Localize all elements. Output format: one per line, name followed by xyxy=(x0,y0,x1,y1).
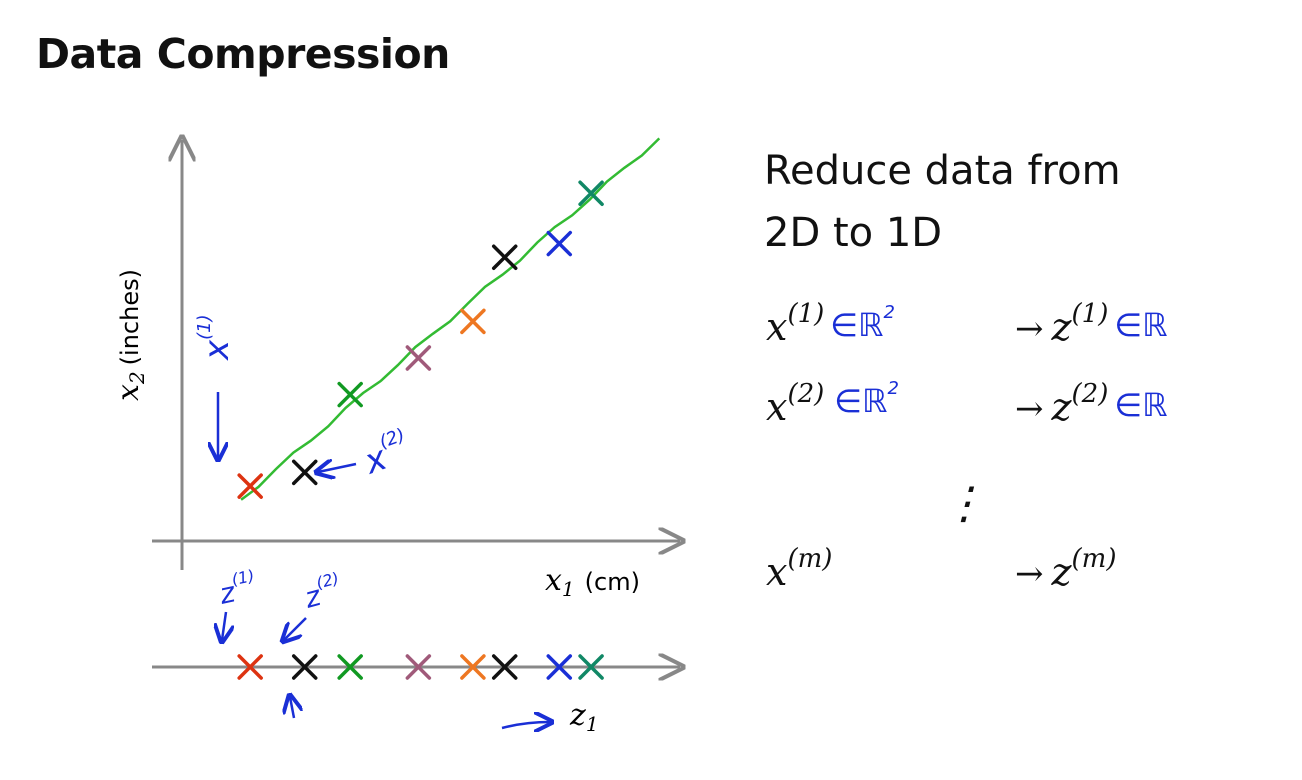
summary-line-2: 2D to 1D xyxy=(764,210,943,256)
annotation-x2: x(2) xyxy=(318,425,416,483)
points-1d xyxy=(237,654,604,680)
svg-text:z(2): z(2) xyxy=(299,568,346,615)
mapping-row-m: x(m) → z(m) xyxy=(766,544,1116,594)
data-point-1d-1 xyxy=(237,654,263,680)
mapping-row-1: x(1) ∈ℝ2 → z(1) ∈ℝ xyxy=(766,299,1168,349)
data-point-1d-8 xyxy=(578,654,604,680)
x-axis-label: x1 (cm) xyxy=(545,563,640,601)
annotation-z1: z(1) xyxy=(215,566,260,640)
svg-text:x2(inches): x2(inches) xyxy=(111,269,149,401)
summary-line-1: Reduce data from xyxy=(764,148,1121,194)
data-point-2d-6 xyxy=(491,244,518,271)
data-point-1d-5 xyxy=(460,654,486,680)
svg-text:→z(m): → z(m) xyxy=(1015,544,1116,594)
svg-text:x(2)∈ℝ2: x(2) ∈ℝ2 xyxy=(766,378,899,429)
z-axis-arrow xyxy=(501,722,550,728)
data-point-1d-6 xyxy=(491,654,518,680)
data-point-2d-3 xyxy=(337,381,363,408)
annotation-x1: x(1) xyxy=(194,314,237,458)
y-axis-label: x2(inches) xyxy=(111,269,149,401)
vertical-ellipsis: ⋮ xyxy=(942,478,986,529)
svg-text:x(2): x(2) xyxy=(357,425,416,483)
annotation-z1-arrow xyxy=(222,611,226,640)
data-point-2d-4 xyxy=(405,345,432,371)
svg-text:z(1): z(1) xyxy=(215,566,260,611)
annotation-z2-arrow xyxy=(284,617,307,640)
annotation-z2: z(2) xyxy=(284,568,346,640)
data-point-2d-8 xyxy=(578,180,604,206)
data-point-2d-7 xyxy=(546,230,573,257)
fit-line xyxy=(240,137,661,501)
svg-text:x(1): x(1) xyxy=(194,314,237,361)
data-point-1d-2 xyxy=(291,654,318,680)
data-point-2d-5 xyxy=(460,308,486,335)
slide-title: Data Compression xyxy=(36,30,450,78)
svg-text:z1: z1 xyxy=(569,698,599,736)
mapping-row-2: x(2) ∈ℝ2 → z(2) ∈ℝ xyxy=(766,378,1168,429)
svg-text:x(m): x(m) xyxy=(766,544,832,594)
data-point-1d-4 xyxy=(405,654,432,680)
svg-text:→z(1)∈ℝ: → z(1) ∈ℝ xyxy=(1015,299,1168,349)
svg-text:→z(2)∈ℝ: → z(2) ∈ℝ xyxy=(1015,379,1168,429)
data-point-2d-2 xyxy=(291,459,318,486)
projection-up-arrow xyxy=(290,697,294,719)
summary-text: Reduce data from 2D to 1D xyxy=(764,140,1284,264)
svg-text:x1(cm): x1 (cm) xyxy=(545,563,640,601)
data-point-1d-3 xyxy=(337,654,363,680)
annotation-x2-arrow xyxy=(318,464,357,472)
data-point-1d-7 xyxy=(546,654,573,680)
data-point-2d-1 xyxy=(237,473,263,499)
svg-text:x(1)∈ℝ2: x(1) ∈ℝ2 xyxy=(766,299,895,349)
z-axis-label: z1 xyxy=(501,698,599,736)
points-2d xyxy=(237,180,604,499)
